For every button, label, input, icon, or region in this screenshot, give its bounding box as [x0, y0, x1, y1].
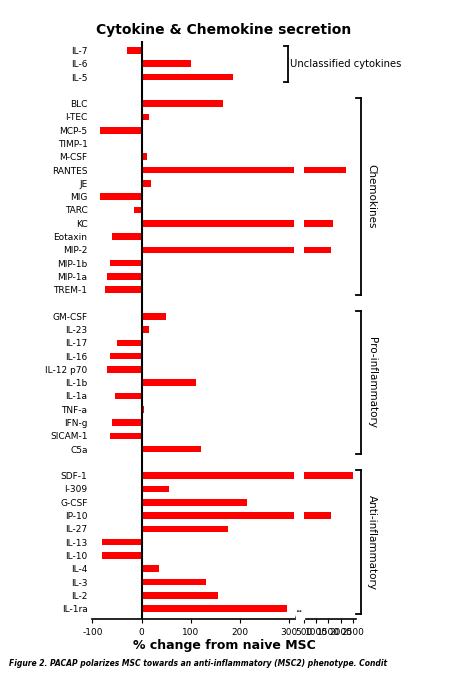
Bar — [105, 287, 142, 293]
Bar — [102, 552, 142, 559]
Bar — [142, 512, 294, 519]
Bar — [142, 153, 146, 160]
Bar — [142, 327, 149, 333]
Bar — [107, 273, 142, 280]
Bar — [117, 339, 142, 346]
Bar — [115, 393, 142, 400]
Bar — [142, 220, 294, 226]
X-axis label: % change from naive MSC: % change from naive MSC — [133, 639, 315, 652]
Text: Pro-inflammatory: Pro-inflammatory — [366, 337, 377, 428]
Bar — [112, 419, 142, 426]
Bar — [102, 539, 142, 546]
Text: Anti-inflammatory: Anti-inflammatory — [366, 495, 377, 589]
Bar — [142, 167, 294, 174]
Bar — [142, 379, 196, 386]
Bar — [142, 525, 228, 532]
Bar — [142, 605, 287, 612]
Bar — [142, 565, 159, 572]
Bar — [112, 233, 142, 240]
Bar — [142, 473, 294, 479]
Bar — [100, 193, 142, 200]
Bar — [304, 167, 346, 174]
Bar — [142, 406, 144, 412]
Bar — [109, 353, 142, 360]
Bar — [142, 579, 206, 585]
Bar — [304, 473, 353, 479]
Bar — [142, 499, 247, 506]
Bar — [142, 74, 233, 80]
Bar — [142, 247, 294, 253]
Bar — [142, 445, 201, 452]
Bar — [142, 60, 191, 67]
Bar — [304, 512, 331, 519]
Bar — [142, 114, 149, 120]
Text: Figure 2. PACAP polarizes MSC towards an anti-inflammatory (MSC2) phenotype. Con: Figure 2. PACAP polarizes MSC towards an… — [9, 659, 388, 668]
Title: Cytokine & Chemokine secretion: Cytokine & Chemokine secretion — [96, 22, 352, 37]
Bar — [142, 313, 166, 320]
Bar — [109, 260, 142, 266]
Text: Unclassified cytokines: Unclassified cytokines — [290, 59, 401, 69]
Bar — [297, 612, 304, 619]
Bar — [142, 485, 169, 492]
Bar — [107, 366, 142, 372]
Bar — [100, 127, 142, 134]
Bar — [304, 220, 333, 226]
Bar — [304, 247, 331, 253]
Bar — [142, 180, 151, 187]
Bar — [127, 47, 142, 54]
Bar — [134, 207, 142, 214]
Bar — [109, 433, 142, 439]
Text: Chemokines: Chemokines — [366, 164, 377, 229]
Bar — [142, 592, 218, 599]
Bar — [142, 100, 223, 107]
